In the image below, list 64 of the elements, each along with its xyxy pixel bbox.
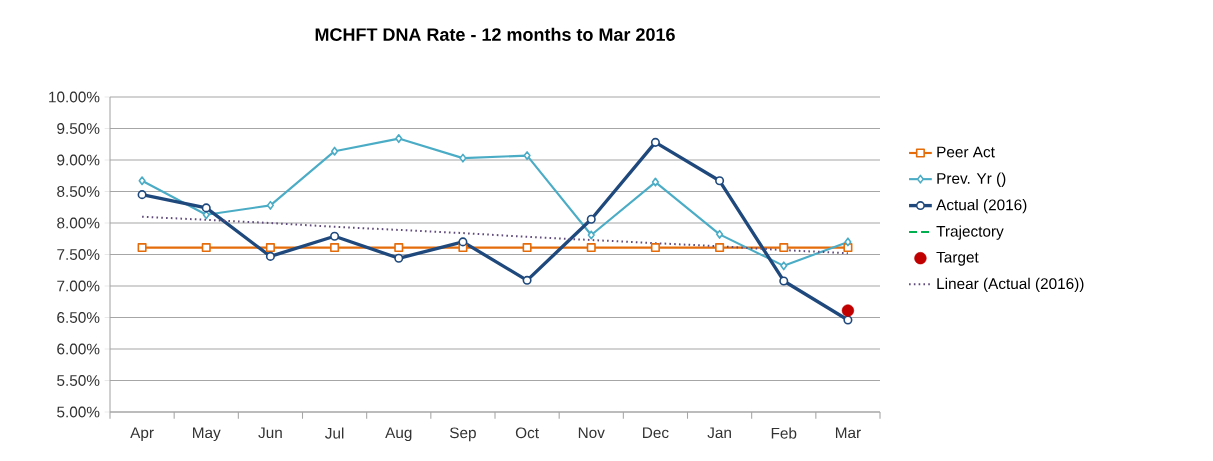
point: [844, 237, 852, 247]
point: [394, 243, 404, 253]
x-tick-label: Feb: [771, 427, 797, 439]
point: [586, 214, 596, 224]
point: [395, 134, 403, 144]
legend-label: Linear (Actual (2016)): [937, 277, 1084, 293]
point: [715, 176, 725, 186]
y-tick-label: 5.00%: [57, 406, 100, 418]
legend-label: Peer Act: [937, 146, 995, 158]
point: [265, 251, 275, 261]
point: [780, 261, 788, 271]
y-tick-label: 8.00%: [57, 217, 100, 229]
x-tick-label: Aug: [385, 427, 412, 442]
y-tick-label: 6.50%: [57, 312, 100, 323]
point: [843, 315, 853, 325]
point: [330, 231, 340, 241]
y-tick-label: 7.50%: [57, 249, 100, 260]
point: [458, 237, 468, 247]
point: [330, 146, 339, 156]
point: [137, 190, 147, 200]
point: [138, 176, 146, 186]
chart-title: MCHFT DNA Rate - 12 months to Mar 2016: [315, 27, 675, 41]
point: [265, 243, 275, 253]
point: [137, 243, 147, 253]
point: [201, 203, 211, 213]
x-tick-label: Nov: [578, 427, 605, 439]
x-tick-label: Apr: [130, 427, 154, 442]
point: [650, 243, 660, 253]
x-tick-label: Jul: [325, 427, 344, 439]
point: [651, 177, 660, 187]
x-tick-label: Oct: [515, 427, 539, 439]
point: [459, 153, 467, 163]
x-tick-label: Jun: [258, 427, 282, 439]
y-tick-label: 5.50%: [57, 375, 100, 386]
point: [266, 200, 275, 210]
point: [523, 151, 531, 161]
point: [841, 304, 855, 317]
point: [330, 243, 340, 253]
x-tick-label: Mar: [835, 427, 861, 439]
x-tick-label: Dec: [643, 427, 669, 439]
y-tick-label: 8.50%: [57, 186, 100, 197]
y-tick-label: 9.00%: [57, 154, 100, 166]
y-tick-label: 10.00%: [49, 91, 100, 103]
legend-label: Actual (2016): [936, 199, 1027, 214]
legend-label: Prev. Yr (): [937, 172, 1006, 187]
y-tick-label: 7.00%: [57, 280, 100, 292]
point: [779, 243, 789, 253]
x-tick-label: Jan: [707, 427, 731, 439]
point: [650, 137, 660, 147]
point: [522, 275, 532, 285]
point: [715, 229, 724, 239]
legend-label: Target: [936, 251, 979, 266]
y-tick-label: 9.50%: [57, 123, 100, 134]
point: [779, 276, 789, 286]
point: [201, 243, 211, 253]
x-tick-label: Sep: [449, 427, 476, 442]
y-tick-label: 6.00%: [57, 343, 100, 355]
point: [394, 253, 404, 263]
point: [586, 243, 596, 253]
point: [587, 230, 595, 240]
x-tick-label: May: [193, 427, 221, 442]
legend-label: Trajectory: [936, 225, 1004, 240]
point: [522, 243, 532, 253]
point: [715, 243, 725, 253]
